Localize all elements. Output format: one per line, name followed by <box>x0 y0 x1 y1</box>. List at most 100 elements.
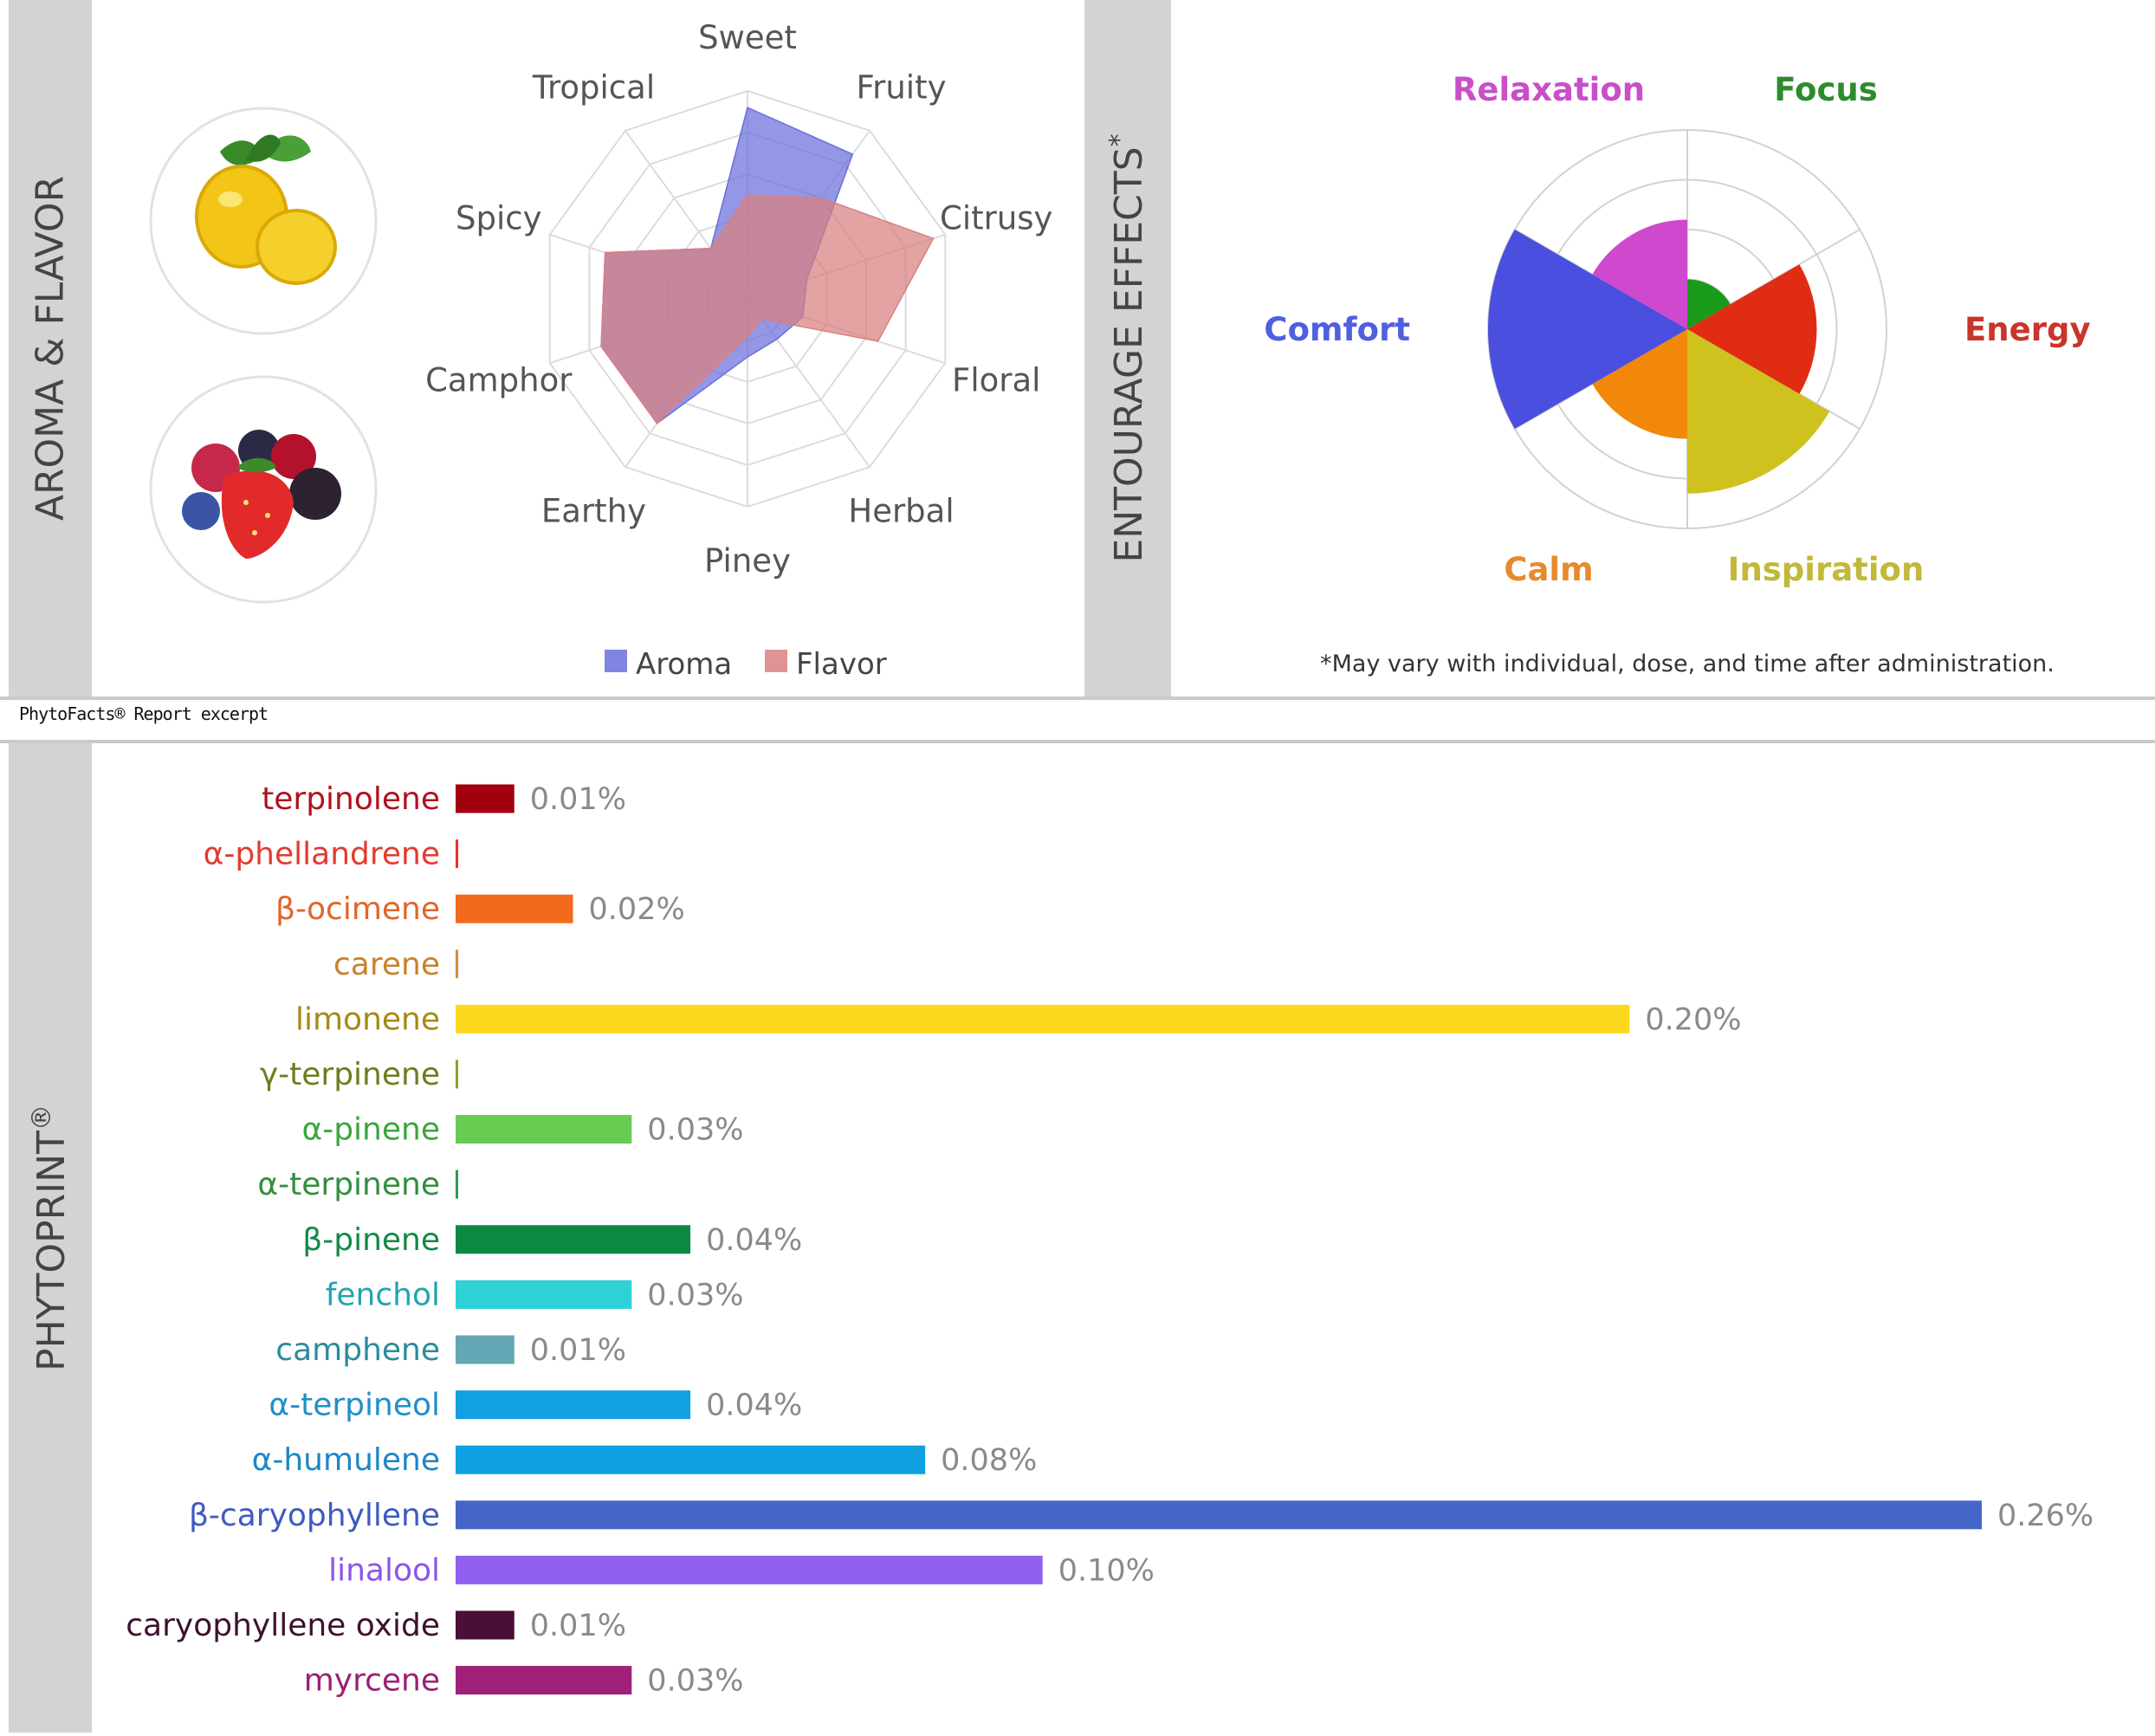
bar-value-terpineol: 0.04% <box>706 1389 802 1423</box>
effects-sidebar-title: ENTOURAGE EFFECTS* <box>1104 133 1151 562</box>
radar-axis-label-sweet: Sweet <box>698 19 797 56</box>
aroma-panel-svg: Sweet Fruity Citrusy Floral Herbal Piney Earth… <box>149 19 1052 682</box>
legend-swatch-aroma <box>605 650 627 672</box>
radar-legend: Aroma Flavor <box>605 647 887 682</box>
bar-terpinolene <box>456 784 514 813</box>
bar-category-linalool: linalool <box>328 1552 440 1588</box>
bar-category-carene: carene <box>333 947 440 982</box>
bar-myrcene <box>456 1666 632 1695</box>
bar-value-pinene: 0.03% <box>647 1113 743 1148</box>
bar-phellandrene <box>456 839 458 869</box>
bar-category-ocimene: β-ocimene <box>275 891 440 927</box>
report-caption: PhytoFacts® Report excerpt <box>19 703 269 724</box>
bar-value-caryophyllene-oxide: 0.01% <box>530 1609 626 1643</box>
radar-axis-label-tropical: Tropical <box>532 69 655 107</box>
aroma-sidebar-title: AROMA & FLAVOR <box>28 175 73 521</box>
bar-category-phellandrene: α-phellandrene <box>204 837 440 872</box>
bar-fenchol <box>456 1279 632 1309</box>
radar-axis-label-earthy: Earthy <box>541 492 646 529</box>
polar-wedge-focus <box>1687 279 1731 329</box>
aroma-panel: Sweet Fruity Citrusy Floral Herbal Piney Earth… <box>92 0 1084 696</box>
bar-linalool <box>456 1555 1043 1584</box>
top-divider <box>0 696 2155 700</box>
phyto-sidebar-mark: ® <box>27 1104 58 1131</box>
polar-area-chart: Focus Energy Inspiration Calm Comfort Relaxat… <box>1264 71 2090 588</box>
bar-value-camphene: 0.01% <box>530 1333 626 1368</box>
bar-category-terpinolene: terpinolene <box>262 781 440 817</box>
bar-value-humulene: 0.08% <box>941 1443 1037 1478</box>
bar-terpinene <box>456 1059 458 1089</box>
bar-value-myrcene: 0.03% <box>647 1664 743 1699</box>
bar-category-myrcene: myrcene <box>304 1663 440 1699</box>
radar-series-flavor <box>600 194 935 424</box>
bar-caryophyllene-oxide <box>456 1610 514 1640</box>
bar-value-linalool: 0.10% <box>1058 1553 1155 1588</box>
lemon-icon <box>195 134 337 285</box>
bar-camphene <box>456 1335 514 1364</box>
bar-value-fenchol: 0.03% <box>647 1278 743 1312</box>
bar-category-pinene: β-pinene <box>302 1222 440 1258</box>
bar-caryophyllene <box>456 1500 1982 1530</box>
phyto-panel: terpinolene 0.01% α-phellandrene β-ocimene 0… <box>92 743 2155 1733</box>
effects-panel-svg: Focus Energy Inspiration Calm Comfort Relaxat… <box>1264 71 2090 677</box>
polar-wedge-inspiration <box>1687 329 1830 494</box>
bar-category-caryophyllene-oxide: caryophyllene oxide <box>126 1608 440 1643</box>
bar-category-fenchol: fenchol <box>326 1277 440 1312</box>
bar-category-terpineol: α-terpineol <box>269 1388 440 1423</box>
bar-humulene <box>456 1445 926 1474</box>
polar-label-focus: Focus <box>1774 71 1878 108</box>
bar-value-ocimene: 0.02% <box>589 892 685 927</box>
polar-label-calm: Calm <box>1504 551 1593 588</box>
bar-value-terpinolene: 0.01% <box>530 782 626 817</box>
legend-label-aroma: Aroma <box>636 647 732 682</box>
radar-axis-label-herbal: Herbal <box>848 492 954 529</box>
terpene-bar-chart: terpinolene 0.01% α-phellandrene β-ocimene 0… <box>126 781 2094 1699</box>
polar-label-energy: Energy <box>1964 311 2091 348</box>
berries-icon <box>182 430 341 559</box>
bar-terpineol <box>456 1390 691 1420</box>
bar-pinene <box>456 1115 632 1144</box>
radar-axis-label-fruity: Fruity <box>857 69 947 107</box>
radar-axis-label-camphor: Camphor <box>425 361 573 398</box>
polar-wedge-calm <box>1592 329 1687 439</box>
effects-sidebar-mark: * <box>1104 133 1136 147</box>
bar-value-limonene: 0.20% <box>1645 1002 1741 1037</box>
effects-sidebar: ENTOURAGE EFFECTS* <box>1084 0 1171 696</box>
polar-wedge-comfort <box>1488 230 1687 429</box>
radar-axis-label-spicy: Spicy <box>456 200 542 237</box>
legend-label-flavor: Flavor <box>796 647 887 682</box>
polar-label-inspiration: Inspiration <box>1728 551 1925 588</box>
effects-panel: Focus Energy Inspiration Calm Comfort Relaxat… <box>1171 0 2155 696</box>
bar-value-caryophyllene: 0.26% <box>1997 1499 2094 1533</box>
bar-category-terpinene: γ-terpinene <box>260 1057 440 1092</box>
effects-sidebar-label: ENTOURAGE EFFECTS <box>1106 146 1151 563</box>
bar-category-caryophyllene: β-caryophyllene <box>189 1498 440 1533</box>
phyto-sidebar-label: PHYTOPRINT <box>29 1130 74 1371</box>
phyto-sidebar-title: PHYTOPRINT® <box>27 1104 74 1371</box>
bar-ocimene <box>456 894 573 923</box>
legend-swatch-flavor <box>765 650 787 672</box>
bar-carene <box>456 949 458 979</box>
bar-category-limonene: limonene <box>295 1001 440 1037</box>
bar-category-camphene: camphene <box>275 1332 440 1368</box>
bar-terpinene <box>456 1169 458 1199</box>
phyto-panel-svg: terpinolene 0.01% α-phellandrene β-ocimene 0… <box>126 781 2094 1699</box>
polar-label-relaxation: Relaxation <box>1453 71 1645 108</box>
radar-axis-label-citrusy: Citrusy <box>940 200 1052 237</box>
phyto-sidebar: PHYTOPRINT® <box>9 743 92 1733</box>
bar-pinene <box>456 1225 691 1254</box>
polar-wedge-relaxation <box>1592 219 1687 329</box>
bar-limonene <box>456 1004 1630 1033</box>
bar-category-terpinene: α-terpinene <box>257 1167 440 1202</box>
bar-value-pinene: 0.04% <box>706 1223 802 1258</box>
radar-chart: Sweet Fruity Citrusy Floral Herbal Piney Earth… <box>425 19 1052 580</box>
radar-axis-label-piney: Piney <box>704 542 791 580</box>
radar-axis-label-floral: Floral <box>952 361 1040 398</box>
bar-category-humulene: α-humulene <box>252 1442 440 1478</box>
polar-wedge-energy <box>1687 264 1817 394</box>
polar-label-comfort: Comfort <box>1264 311 1410 348</box>
effects-footnote: *May vary with individual, dose, and tim… <box>1320 651 2055 677</box>
aroma-sidebar: AROMA & FLAVOR <box>9 0 92 696</box>
bar-category-pinene: α-pinene <box>301 1112 440 1148</box>
bottom-divider <box>0 740 2155 743</box>
